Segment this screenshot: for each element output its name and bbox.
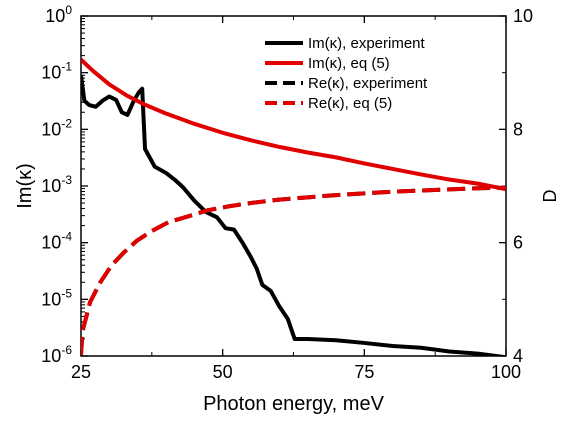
tick-label-exponent: -4 bbox=[61, 230, 72, 244]
legend-label: Re(κ), eq (5) bbox=[308, 95, 392, 112]
y-right-tick-label: 4 bbox=[513, 346, 523, 366]
tick-label-exponent: -2 bbox=[61, 116, 72, 130]
series-group bbox=[81, 58, 506, 356]
series-im-experiment bbox=[81, 74, 506, 356]
x-tick-label: 75 bbox=[354, 362, 374, 382]
tick-label-exponent: -5 bbox=[61, 286, 72, 300]
y-right-tick-label: 6 bbox=[513, 233, 523, 253]
legend: Im(κ), experiment Im(κ), eq (5) Re(κ), exp… bbox=[265, 35, 428, 112]
y-left-tick-label: 10-4 bbox=[41, 230, 72, 253]
tick-label-base: 10 bbox=[45, 6, 65, 26]
plot-frame bbox=[80, 15, 507, 357]
x-tick-label: 100 bbox=[491, 362, 521, 382]
x-tick-label: 50 bbox=[213, 362, 233, 382]
tick-label-base: 10 bbox=[41, 176, 61, 196]
tick-labels: 25 50 75 10010010-110-210-310-410-510-61086… bbox=[41, 3, 533, 382]
y-left-tick-label: 10-5 bbox=[41, 286, 72, 309]
plot-area bbox=[81, 58, 506, 356]
series-re-eq-5 bbox=[81, 185, 506, 356]
y-left-tick-label: 10-6 bbox=[41, 343, 72, 366]
tick-label-exponent: -1 bbox=[61, 60, 72, 74]
y-right-tick-label: 8 bbox=[513, 119, 523, 139]
y-right-tick-label: 10 bbox=[513, 6, 533, 26]
tick-label-exponent: 0 bbox=[65, 3, 72, 17]
y-axis-label-left: Im(κ) bbox=[14, 163, 36, 209]
tick-label-base: 10 bbox=[41, 346, 61, 366]
y-axis-label-right: D bbox=[540, 190, 560, 203]
legend-label: Im(κ), experiment bbox=[308, 35, 426, 52]
tick-label-exponent: -6 bbox=[61, 343, 72, 357]
y-left-tick-label: 10-2 bbox=[41, 116, 72, 139]
y-left-tick-label: 10-1 bbox=[41, 60, 72, 83]
axes-frame bbox=[80, 15, 507, 357]
legend-label: Re(κ), experiment bbox=[308, 75, 428, 92]
y-left-tick-label: 10-3 bbox=[41, 173, 72, 196]
tick-label-base: 10 bbox=[41, 119, 61, 139]
tick-label-base: 10 bbox=[41, 233, 61, 253]
y-left-tick-label: 100 bbox=[45, 3, 72, 26]
tick-marks bbox=[80, 15, 507, 357]
legend-label: Im(κ), eq (5) bbox=[308, 55, 390, 72]
tick-label-exponent: -3 bbox=[61, 173, 72, 187]
tick-label-base: 10 bbox=[41, 289, 61, 309]
series-im-eq-5 bbox=[81, 58, 506, 192]
x-axis-label: Photon energy, meV bbox=[203, 393, 385, 415]
tick-label-base: 10 bbox=[41, 63, 61, 83]
x-tick-label: 25 bbox=[71, 362, 91, 382]
